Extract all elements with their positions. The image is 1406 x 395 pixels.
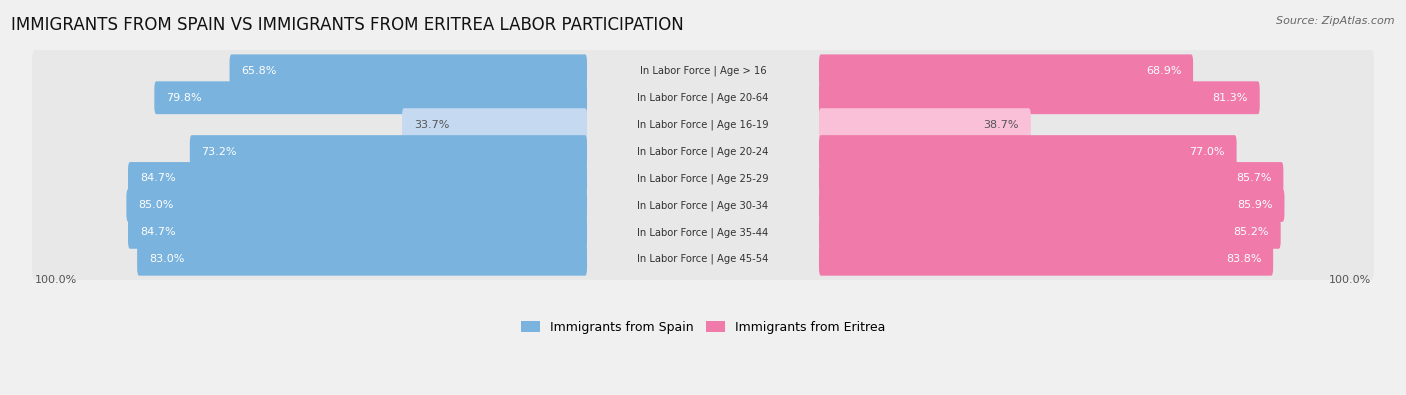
Text: 79.8%: 79.8%	[166, 93, 201, 103]
FancyBboxPatch shape	[32, 104, 1374, 145]
FancyBboxPatch shape	[818, 81, 1260, 114]
FancyBboxPatch shape	[32, 239, 1374, 280]
FancyBboxPatch shape	[818, 135, 1237, 168]
FancyBboxPatch shape	[229, 55, 588, 87]
Text: In Labor Force | Age 16-19: In Labor Force | Age 16-19	[637, 119, 769, 130]
Text: 73.2%: 73.2%	[201, 147, 238, 156]
Text: In Labor Force | Age 20-64: In Labor Force | Age 20-64	[637, 92, 769, 103]
Legend: Immigrants from Spain, Immigrants from Eritrea: Immigrants from Spain, Immigrants from E…	[516, 316, 890, 339]
Text: 85.7%: 85.7%	[1236, 173, 1271, 184]
Text: 84.7%: 84.7%	[139, 228, 176, 237]
Text: In Labor Force | Age > 16: In Labor Force | Age > 16	[640, 66, 766, 76]
FancyBboxPatch shape	[127, 189, 588, 222]
Text: 68.9%: 68.9%	[1146, 66, 1181, 76]
Text: 100.0%: 100.0%	[1329, 275, 1371, 285]
Text: 33.7%: 33.7%	[413, 120, 449, 130]
Text: 83.8%: 83.8%	[1226, 254, 1261, 264]
Text: 38.7%: 38.7%	[984, 120, 1019, 130]
Text: 77.0%: 77.0%	[1189, 147, 1225, 156]
FancyBboxPatch shape	[32, 158, 1374, 199]
FancyBboxPatch shape	[190, 135, 588, 168]
FancyBboxPatch shape	[818, 55, 1194, 87]
Text: In Labor Force | Age 30-34: In Labor Force | Age 30-34	[637, 200, 769, 211]
FancyBboxPatch shape	[818, 216, 1281, 249]
FancyBboxPatch shape	[128, 162, 588, 195]
Text: Source: ZipAtlas.com: Source: ZipAtlas.com	[1277, 16, 1395, 26]
Text: In Labor Force | Age 45-54: In Labor Force | Age 45-54	[637, 254, 769, 265]
FancyBboxPatch shape	[818, 189, 1285, 222]
Text: 85.0%: 85.0%	[138, 200, 173, 211]
FancyBboxPatch shape	[32, 131, 1374, 172]
Text: In Labor Force | Age 20-24: In Labor Force | Age 20-24	[637, 146, 769, 157]
Text: In Labor Force | Age 35-44: In Labor Force | Age 35-44	[637, 227, 769, 237]
Text: 85.9%: 85.9%	[1237, 200, 1272, 211]
FancyBboxPatch shape	[128, 216, 588, 249]
FancyBboxPatch shape	[402, 108, 588, 141]
Text: 65.8%: 65.8%	[242, 66, 277, 76]
Text: 100.0%: 100.0%	[35, 275, 77, 285]
Text: 81.3%: 81.3%	[1212, 93, 1249, 103]
Text: In Labor Force | Age 25-29: In Labor Force | Age 25-29	[637, 173, 769, 184]
Text: 85.2%: 85.2%	[1233, 228, 1268, 237]
FancyBboxPatch shape	[32, 185, 1374, 226]
FancyBboxPatch shape	[138, 243, 588, 276]
FancyBboxPatch shape	[32, 212, 1374, 253]
FancyBboxPatch shape	[155, 81, 588, 114]
FancyBboxPatch shape	[818, 108, 1031, 141]
FancyBboxPatch shape	[818, 243, 1274, 276]
FancyBboxPatch shape	[32, 50, 1374, 92]
Text: IMMIGRANTS FROM SPAIN VS IMMIGRANTS FROM ERITREA LABOR PARTICIPATION: IMMIGRANTS FROM SPAIN VS IMMIGRANTS FROM…	[11, 16, 683, 34]
Text: 84.7%: 84.7%	[139, 173, 176, 184]
FancyBboxPatch shape	[818, 162, 1284, 195]
Text: 83.0%: 83.0%	[149, 254, 184, 264]
FancyBboxPatch shape	[32, 77, 1374, 118]
